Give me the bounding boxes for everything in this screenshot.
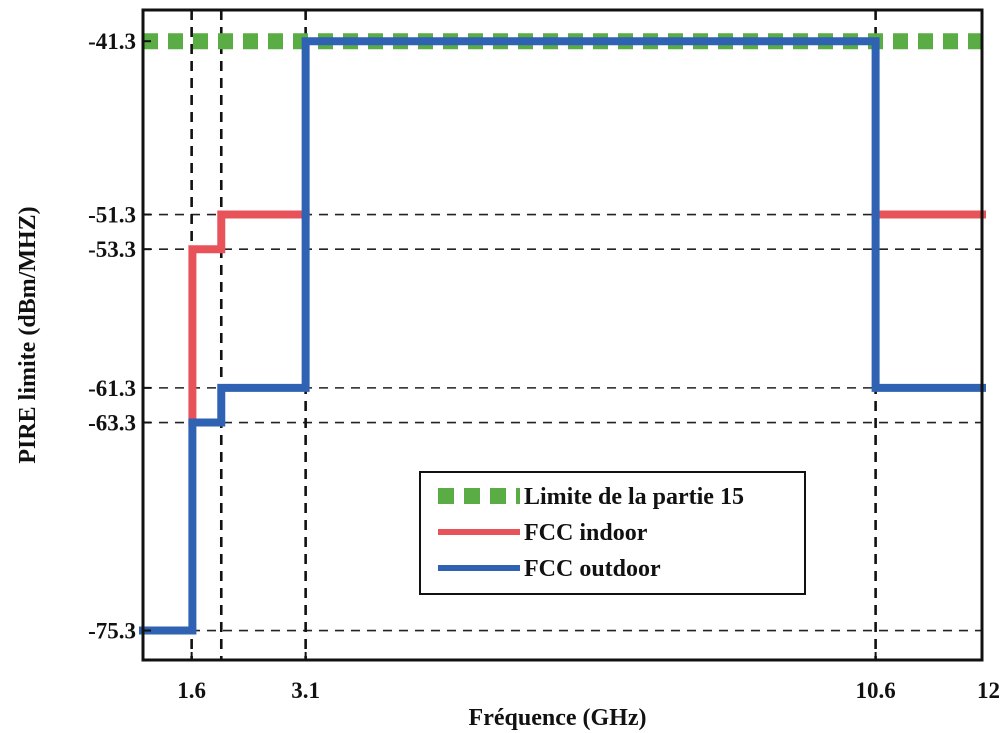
series-line-fcc-outdoor bbox=[139, 37, 986, 635]
y-tick-label: -53.3 bbox=[88, 237, 136, 262]
y-axis-ticks: -41.3 -51.3 -53.3 -61.3 -63.3 -75.3 bbox=[88, 29, 151, 644]
y-tick-label: -51.3 bbox=[88, 203, 136, 228]
y-axis-label: PIRE limite (dBm/MHZ) bbox=[15, 206, 41, 463]
legend-label: Limite de la partie 15 bbox=[524, 484, 744, 510]
y-tick-label: -63.3 bbox=[88, 411, 136, 436]
x-tick-label: 3.1 bbox=[291, 678, 320, 703]
series-line-fcc-indoor bbox=[188, 210, 310, 427]
y-tick-label: -75.3 bbox=[88, 619, 136, 644]
x-axis-ticks: 1.6 3.1 10.6 12 bbox=[177, 652, 1000, 703]
plot-frame bbox=[141, 8, 984, 662]
x-tick-label: 12 bbox=[977, 678, 1000, 703]
x-tick-label: 1.6 bbox=[177, 678, 206, 703]
y-tick-label: -61.3 bbox=[88, 376, 136, 401]
y-tick-label: -41.3 bbox=[88, 29, 136, 54]
legend-label: FCC indoor bbox=[524, 520, 648, 546]
x-axis-label: Fréquence (GHz) bbox=[469, 705, 647, 731]
x-tick-label: 10.6 bbox=[855, 678, 895, 703]
series-layer bbox=[139, 33, 986, 635]
legend: Limite de la partie 15 FCC indoor FCC outd… bbox=[419, 471, 806, 595]
legend-label: FCC outdoor bbox=[524, 556, 661, 582]
